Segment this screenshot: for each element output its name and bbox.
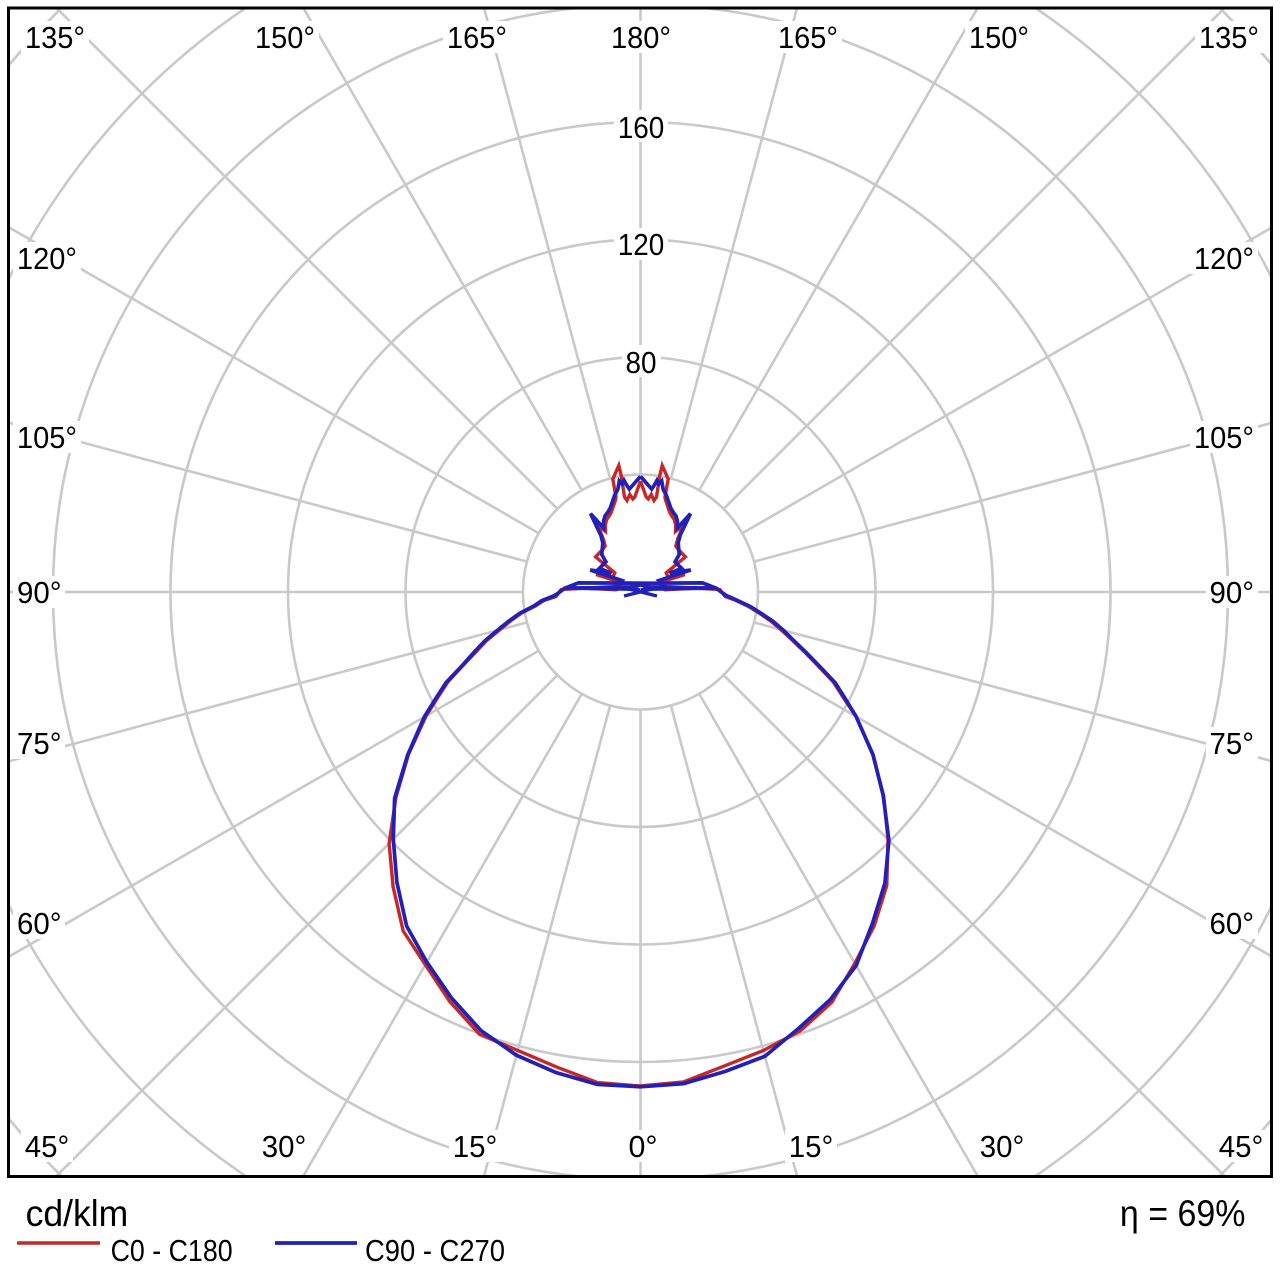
svg-text:30°: 30° (980, 1129, 1025, 1164)
svg-text:C90 - C270: C90 - C270 (365, 1234, 505, 1268)
svg-text:165°: 165° (778, 20, 838, 55)
svg-text:165°: 165° (447, 20, 507, 55)
svg-text:cd/klm: cd/klm (26, 1193, 129, 1234)
svg-text:15°: 15° (453, 1129, 498, 1164)
svg-text:120: 120 (618, 227, 665, 262)
svg-text:C0 - C180: C0 - C180 (111, 1234, 233, 1268)
svg-text:75°: 75° (1210, 726, 1255, 761)
svg-text:90°: 90° (1210, 575, 1255, 610)
svg-text:180°: 180° (611, 20, 671, 55)
svg-text:60°: 60° (1210, 906, 1255, 941)
svg-text:120°: 120° (17, 241, 77, 276)
svg-text:150°: 150° (969, 20, 1029, 55)
svg-text:0°: 0° (629, 1129, 658, 1164)
svg-text:45°: 45° (1219, 1129, 1264, 1164)
svg-text:135°: 135° (25, 20, 85, 55)
svg-text:45°: 45° (25, 1129, 70, 1164)
svg-text:135°: 135° (1199, 20, 1259, 55)
svg-text:75°: 75° (17, 726, 62, 761)
svg-text:30°: 30° (262, 1129, 307, 1164)
svg-text:60°: 60° (17, 906, 62, 941)
svg-text:160: 160 (618, 110, 665, 145)
svg-text:105°: 105° (1194, 420, 1254, 455)
svg-text:150°: 150° (255, 20, 315, 55)
svg-text:90°: 90° (17, 575, 62, 610)
svg-text:15°: 15° (789, 1129, 834, 1164)
svg-text:105°: 105° (17, 420, 77, 455)
svg-text:η = 69%: η = 69% (1120, 1193, 1246, 1234)
svg-text:120°: 120° (1194, 241, 1254, 276)
svg-text:80: 80 (626, 345, 657, 380)
